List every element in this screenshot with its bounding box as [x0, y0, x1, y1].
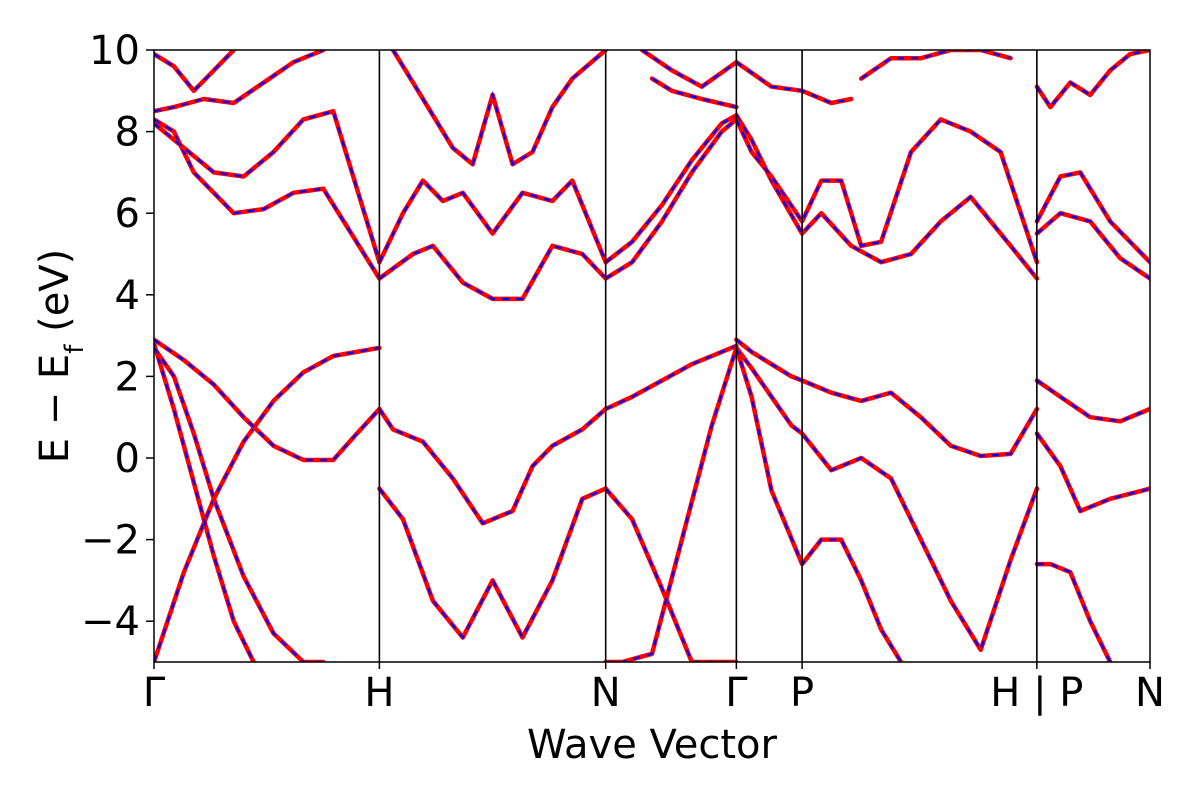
band-31-dashed: [860, 50, 1011, 80]
band-28-dashed: [392, 50, 607, 167]
x-tick-label-0: Γ: [143, 670, 166, 716]
band-6-solid: [377, 486, 608, 640]
y-tick-label-2: 0: [115, 436, 140, 482]
y-tick-label-0: −4: [81, 599, 140, 645]
band-12-dashed: [735, 347, 902, 662]
band-2-dashed: [154, 343, 255, 662]
y-axis-label-unit: (eV): [32, 249, 78, 345]
band-27-solid: [154, 50, 236, 94]
band-30-dashed: [641, 50, 852, 105]
x-tick-label-2: N: [591, 670, 621, 716]
band-14-solid: [1034, 431, 1150, 514]
band-1-solid: [154, 345, 382, 662]
x-axis-label: Wave Vector: [527, 722, 778, 768]
band-17-dashed: [154, 109, 381, 263]
plot-frame: [153, 49, 1151, 663]
band-3-dashed: [154, 347, 324, 662]
x-tick-label-4: P: [790, 670, 814, 716]
y-tick-label-5: 6: [115, 191, 140, 237]
band-32-dashed: [1035, 50, 1150, 109]
y-axis-ticks: −4 −2 0 2 4 6 8 10: [81, 28, 154, 645]
band-6-dashed: [378, 487, 607, 640]
band-29-dashed: [651, 77, 737, 109]
band-13-dashed: [1036, 379, 1150, 423]
y-tick-label-6: 8: [115, 110, 140, 156]
band-7-solid: [603, 343, 739, 412]
band-17-solid: [154, 108, 382, 265]
y-tick-label-7: 10: [89, 28, 140, 74]
bands-layer: [154, 50, 1150, 662]
band-9-dashed: [605, 347, 738, 662]
band-7-dashed: [605, 344, 737, 410]
band-20-dashed: [605, 118, 738, 280]
band-16-dashed: [154, 118, 381, 280]
y-tick-label-4: 4: [115, 273, 140, 319]
band-28-solid: [390, 50, 608, 167]
x-tick-label-3: Γ: [725, 670, 748, 716]
band-13-solid: [1034, 378, 1150, 424]
y-axis-label-subscript: f: [60, 344, 90, 354]
band-1-dashed: [154, 346, 380, 662]
x-tick-label-5: H | P: [990, 670, 1083, 716]
band-16-solid: [154, 117, 382, 281]
x-tick-label-1: H: [364, 670, 394, 716]
y-tick-label-1: −2: [81, 518, 140, 564]
band-15-dashed: [1036, 563, 1112, 662]
x-tick-label-6: N: [1135, 670, 1165, 716]
band-18-solid: [377, 243, 608, 302]
band-14-dashed: [1036, 432, 1150, 513]
band-24-dashed: [1036, 211, 1150, 280]
y-axis-label-main: E − E: [32, 354, 78, 464]
band-22-dashed: [735, 114, 1038, 280]
band-26-dashed: [154, 50, 324, 113]
y-tick-label-3: 2: [115, 354, 140, 400]
band-18-dashed: [378, 244, 607, 300]
band-23-dashed: [735, 118, 1038, 263]
band-8-dashed: [604, 487, 737, 662]
band-5-dashed: [378, 408, 607, 525]
band-11-dashed: [735, 347, 1038, 653]
band-21-dashed: [605, 114, 737, 264]
band-25-dashed: [1035, 171, 1150, 263]
band-32-solid: [1034, 50, 1150, 110]
band-22-solid: [734, 113, 1040, 281]
high-symmetry-lines: [378, 50, 1038, 662]
band-31-solid: [858, 50, 1013, 81]
band-5-solid: [377, 406, 608, 526]
band-27-dashed: [154, 50, 235, 93]
band-4-dashed: [154, 338, 381, 462]
y-axis-label: E − Ef (eV): [32, 249, 90, 464]
band-30-solid: [639, 50, 854, 106]
band-10-dashed: [735, 338, 1038, 458]
band-3-solid: [154, 345, 326, 662]
band-19-dashed: [378, 178, 607, 263]
band-10-solid: [734, 337, 1040, 459]
band-20-solid: [603, 117, 739, 281]
band-4-solid: [154, 337, 382, 463]
